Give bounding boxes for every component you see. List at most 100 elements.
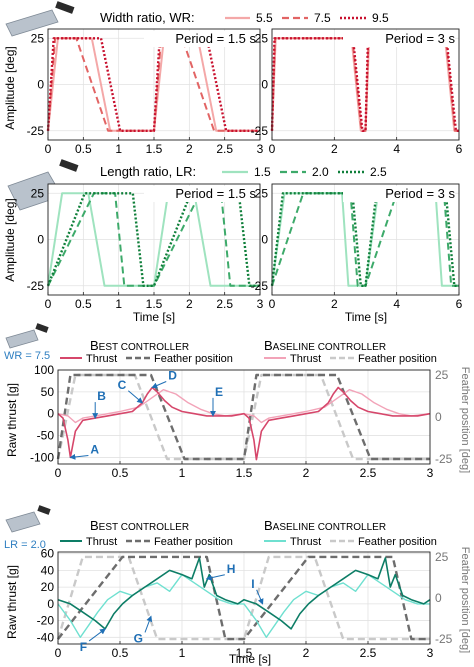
wr-p15-series-9.5 (46, 37, 260, 133)
wr-p3-title-bg (343, 31, 455, 47)
wr-p3-axes-frame (271, 28, 460, 141)
lr-p3-ytick-label: -25 (251, 279, 269, 293)
thrust-wr-legend: Thrust Feather position Thrust Feather p… (60, 353, 437, 365)
annotation-arrow-H (205, 574, 225, 581)
lr-p15-xtick-label: 2 (186, 297, 193, 311)
thrust-lr-ytick-label: -40 (37, 630, 55, 644)
thrust-wr-best-title: BEST CONTROLLER (90, 338, 189, 353)
thrust-wr-xtick-label: 3 (427, 466, 434, 480)
thrust-lr-y2-ytick-label: 0 (435, 591, 442, 605)
thrust-lr-xtick-label: 3 (427, 646, 434, 660)
annotation-label-I: I (251, 577, 254, 591)
wr-p15-xtick-label: 1.5 (146, 142, 163, 156)
lr-p15-ytick-label: -25 (27, 279, 45, 293)
thrust-lr-xtick-label: 0.5 (112, 646, 129, 660)
annotation-label-G: G (134, 631, 143, 645)
thrust-wr-thrust-best (57, 386, 431, 461)
thrust-lr-y2-ytick-label: -25 (435, 632, 453, 646)
thrust-wr-base-title: BASELINE CONTROLLER (264, 338, 386, 353)
lr-p15-series-2.5 (46, 192, 260, 287)
thrust-lr-base-title: BASELINE CONTROLLER (264, 518, 386, 533)
legend-label-thrust-best: Thrust (86, 353, 117, 365)
legend-label-thrust-best: Thrust (86, 536, 117, 548)
annotation-label-B: B (97, 389, 106, 403)
thrust-lr-xtick-label: 2.5 (360, 646, 377, 660)
lr-p15-xtick-label: 0 (45, 297, 52, 311)
annotation-arrow-A (69, 453, 89, 460)
thrust-wr-ytick-label: 0 (47, 407, 54, 421)
thrust-lr-thrust-baseline (57, 573, 430, 638)
lr-p15-ytick-label: 0 (37, 233, 44, 247)
wr-p3-xtick-label: 4 (393, 142, 400, 156)
annotation-label-C: C (118, 378, 127, 392)
thrust-lr-ytick-label: 40 (41, 563, 55, 577)
annotation-label-D: D (168, 368, 177, 382)
wr-p15-ytick-label: -25 (27, 124, 45, 138)
thrust-lr-y2-ytick-label: 25 (435, 550, 449, 564)
wing-small-icon (5, 323, 49, 349)
lr-legend: Length ratio, LR: 1.5 2.0 2.5 (100, 164, 387, 179)
thrust-lr-xtick-label: 1 (179, 646, 186, 660)
wr-p15-xtick-label: 1 (115, 142, 122, 156)
legend-label-feather-base: Feather position (358, 536, 437, 548)
lr-p3-title: Period = 3 s (385, 186, 455, 201)
legend-label-thrust-base: Thrust (290, 536, 321, 548)
annotation-arrow-C (127, 390, 144, 404)
annotation-label-E: E (215, 385, 223, 399)
lr-p15-title-bg (144, 186, 256, 202)
thrust-lr-ytick-label: 60 (41, 547, 55, 561)
lr-p3-ytick-label: 0 (261, 233, 268, 247)
legend-label-lr-2.0: 2.0 (312, 165, 329, 179)
legend-label-feather-best: Feather position (154, 536, 233, 548)
wr-p15-xtick-label: 0.5 (75, 142, 92, 156)
wr-p3-ytick-label: -25 (251, 124, 269, 138)
lr-p15-xtick-label: 1 (115, 297, 122, 311)
thrust-lr-section: LR = 2.0 BEST CONTROLLER BASELINE CONTRO… (4, 505, 471, 666)
thrust-lr-thrust-best (57, 557, 431, 630)
lr-section: Length ratio, LR: 1.5 2.0 2.5 Amplitude … (3, 159, 463, 324)
wing-wide-icon (5, 1, 75, 37)
wr-p15-title-bg (144, 31, 256, 47)
thrust-wr-xtick-label: 0.5 (112, 466, 129, 480)
wr-p3-xtick-label: 6 (456, 142, 463, 156)
thrust-wr-feather-baseline (56, 373, 430, 461)
wr-p15-xtick-label: 2.5 (216, 142, 233, 156)
wr-p3-xtick-label: 2 (331, 142, 338, 156)
thrust-wr-plot: 0 0.5 1 1.5 2 2.5 3 -100 -50 0 50 100 -25 0 25 A BC D E (30, 363, 453, 480)
thrust-lr-plot: 0 0.5 1 1.5 2 2.5 3 -40 -20 0 20 40 60 -25 0 25 F G H I (37, 547, 453, 660)
wr-amp-ylabel: Amplitude [deg] (3, 46, 17, 129)
legend-label-feather-best: Feather position (154, 353, 233, 365)
annotation-label-H: H (227, 562, 236, 576)
lr-amp-ylabel: Amplitude [deg] (3, 198, 17, 281)
legend-label-lr-1.5: 1.5 (254, 165, 271, 179)
wr-p15-xtick-label: 0 (45, 142, 52, 156)
lr-p3-title-bg (343, 186, 455, 202)
legend-label-wr-7.5: 7.5 (314, 11, 331, 25)
annotation-arrow-D (151, 381, 167, 389)
legend-label-thrust-base: Thrust (290, 353, 321, 365)
thrust-lr-wing-label: LR = 2.0 (4, 539, 46, 551)
thrust-lr-xtick-label: 0 (55, 646, 62, 660)
annotation-label-A: A (90, 442, 99, 456)
thrust-lr-ytick-label: -20 (37, 614, 55, 628)
wr-p3-series-9.5 (270, 37, 459, 133)
lr-legend-title: Length ratio, LR: (100, 164, 196, 179)
annotation-arrow-I (256, 589, 264, 605)
wr-p15-ytick-label: 25 (31, 31, 45, 45)
lr-right-xlabel: Time [s] (345, 310, 387, 324)
wr-p15-ytick-label: 0 (37, 78, 44, 92)
legend-label-wr-5.5: 5.5 (256, 11, 273, 25)
wr-p3-ytick-label: 25 (255, 31, 269, 45)
thrust-lr-ytick-label: 20 (41, 580, 55, 594)
lr-p3-xtick-label: 4 (393, 297, 400, 311)
thrust-wr-xtick-label: 2.5 (360, 466, 377, 480)
thrust-lr-legend: Thrust Feather position Thrust Feather p… (60, 536, 437, 548)
wr-p15-xtick-label: 2 (186, 142, 193, 156)
lr-p3-axes-frame (271, 183, 460, 296)
thrust-wr-y2-ytick-label: 25 (435, 368, 449, 382)
annotation-arrow-F (88, 628, 106, 642)
thrust-wr-ytick-label: -100 (30, 450, 54, 464)
